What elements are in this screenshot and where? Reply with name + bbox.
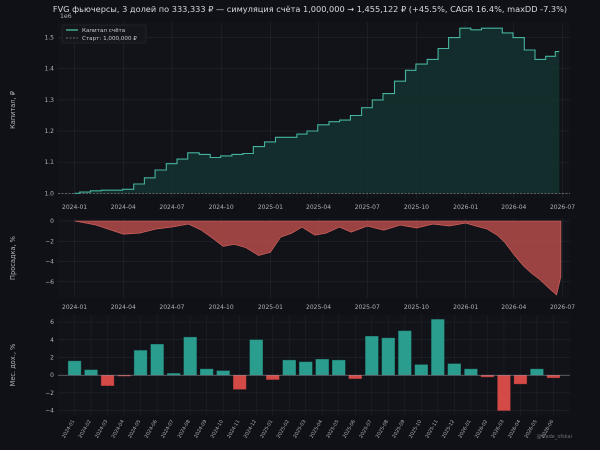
drawdown-area — [74, 220, 562, 296]
monthly-return-bar — [266, 375, 280, 380]
monthly-return-bar — [480, 375, 495, 378]
monthly-return-bar — [183, 336, 197, 376]
monthly-return-bar — [282, 359, 296, 376]
monthly-return-bar — [365, 336, 379, 376]
drawdown-y-tick-label: −4 — [45, 259, 54, 266]
equity-x-tick-label: 2026-04 — [501, 204, 526, 211]
monthly-return-bar — [332, 359, 346, 376]
monthly-return-bar — [199, 368, 214, 376]
equity-x-tick-label: 2024-01 — [62, 204, 87, 211]
drawdown-x-tick-label: 2025-04 — [306, 304, 331, 311]
equity-y-ticks: 1.0 1.1 1.2 1.3 1.4 1.5 — [44, 35, 54, 198]
drawdown-x-tick-label: 2024-07 — [159, 304, 184, 311]
equity-y-axis-label: Капитал, ₽ — [9, 91, 17, 129]
equity-x-tick-label: 2026-01 — [453, 204, 478, 211]
drawdown-x-tick-label: 2025-07 — [355, 304, 380, 311]
monthly-return-bar — [133, 350, 148, 376]
drawdown-x-ticks: 2024-01 2024-04 2024-07 2024-10 2025-01 2025-… — [62, 304, 575, 311]
monthly-return-bar — [348, 375, 362, 379]
equity-y-exponent: 1e6 — [60, 13, 72, 20]
monthly-returns-y-ticks: 6 4 2 0 −2 −4 — [45, 319, 54, 414]
monthly-return-bar — [431, 319, 445, 376]
equity-x-tick-label: 2026-07 — [550, 204, 575, 211]
monthly-returns-bars — [67, 319, 561, 411]
watermark: @trade_ofskai — [536, 434, 572, 440]
equity-y-tick-label: 1.2 — [44, 128, 54, 135]
drawdown-y-ticks: 0 −2 −4 −6 — [45, 218, 54, 286]
monthly-returns-y-tick-label: 2 — [50, 354, 54, 361]
monthly-returns-y-tick-label: −4 — [45, 408, 54, 415]
drawdown-x-tick-label: 2026-04 — [501, 304, 526, 311]
equity-x-tick-label: 2024-04 — [111, 204, 136, 211]
drawdown-x-tick-label: 2024-01 — [62, 304, 87, 311]
monthly-return-bar — [447, 363, 461, 376]
equity-panel: 1.0 1.1 1.2 1.3 1.4 1.5 2024-01 2024-04 2024-07… — [9, 13, 575, 211]
drawdown-y-tick-label: −2 — [45, 238, 54, 245]
equity-y-tick-label: 1.1 — [44, 159, 54, 166]
legend-start-label: Старт: 1,000,000 ₽ — [82, 36, 137, 42]
equity-y-tick-label: 1.4 — [44, 66, 54, 73]
monthly-return-bar — [381, 337, 395, 376]
equity-x-tick-label: 2025-01 — [258, 204, 283, 211]
equity-x-ticks: 2024-01 2024-04 2024-07 2024-10 2025-01 2025-… — [62, 204, 575, 211]
monthly-return-bar — [150, 344, 164, 376]
monthly-returns-y-tick-label: 4 — [50, 337, 54, 344]
monthly-return-bar — [414, 364, 428, 376]
monthly-return-bar — [530, 368, 544, 376]
chart-title: FVG фьючерсы, 3 долей по 333,333 ₽ — сим… — [53, 4, 567, 14]
monthly-returns-y-tick-label: −2 — [45, 390, 54, 397]
equity-x-tick-label: 2024-07 — [159, 204, 184, 211]
equity-y-tick-label: 1.5 — [44, 35, 54, 42]
monthly-returns-y-tick-label: 0 — [50, 372, 54, 379]
monthly-return-bar — [299, 361, 313, 376]
equity-x-tick-label: 2025-10 — [404, 204, 429, 211]
equity-x-tick-label: 2025-07 — [355, 204, 380, 211]
monthly-return-bar — [232, 375, 247, 390]
drawdown-panel: 0 −2 −4 −6 2024-01 2024-04 2024-07 2024-10 2025… — [9, 218, 575, 311]
drawdown-x-tick-label: 2026-01 — [453, 304, 478, 311]
legend-box — [61, 24, 147, 44]
equity-area-fill — [74, 28, 560, 194]
monthly-return-bar — [84, 369, 98, 376]
drawdown-x-tick-label: 2024-04 — [111, 304, 136, 311]
drawdown-y-tick-label: 0 — [50, 218, 54, 225]
drawdown-x-tick-label: 2026-07 — [550, 304, 575, 311]
equity-legend: Капитал счёта Старт: 1,000,000 ₽ — [61, 24, 147, 44]
monthly-returns-y-axis-label: Мес. дох., % — [9, 344, 17, 387]
monthly-returns-y-tick-label: 6 — [50, 319, 54, 326]
monthly-return-bar — [249, 339, 263, 376]
monthly-return-bar — [464, 368, 478, 376]
equity-x-tick-label: 2025-04 — [306, 204, 331, 211]
monthly-return-bar — [100, 375, 115, 387]
monthly-return-bar — [497, 375, 511, 411]
monthly-return-bar — [67, 360, 82, 376]
drawdown-x-tick-label: 2025-10 — [404, 304, 429, 311]
monthly-return-bar — [546, 375, 561, 379]
equity-y-tick-label: 1.3 — [44, 97, 54, 104]
monthly-return-bar — [398, 330, 412, 376]
drawdown-y-tick-label: −6 — [45, 279, 54, 286]
legend-equity-label: Капитал счёта — [82, 28, 125, 34]
drawdown-y-axis-label: Просадка, % — [9, 236, 17, 280]
drawdown-x-tick-label: 2025-01 — [258, 304, 283, 311]
equity-line — [74, 27, 560, 194]
equity-x-tick-label: 2024-10 — [209, 204, 234, 211]
monthly-return-bar — [513, 375, 528, 385]
monthly-return-bar — [315, 359, 329, 376]
drawdown-x-tick-label: 2024-10 — [209, 304, 234, 311]
equity-y-tick-label: 1.0 — [44, 190, 54, 197]
monthly-return-bar — [216, 370, 230, 376]
